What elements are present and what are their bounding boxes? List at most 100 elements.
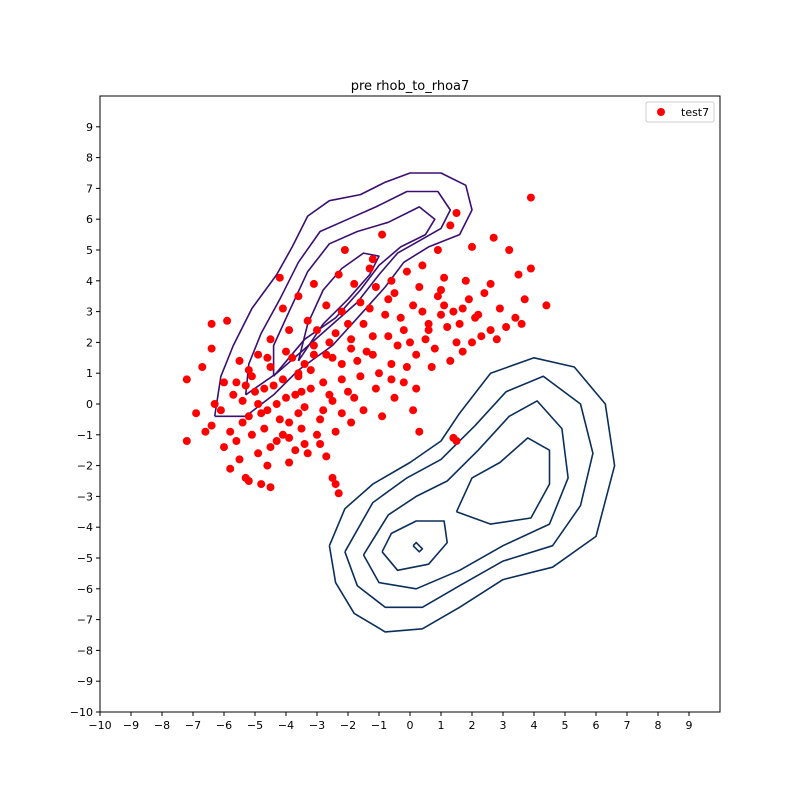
scatter-point <box>328 353 337 362</box>
x-tick-label: −2 <box>340 719 356 732</box>
contour-line-lower <box>328 357 616 633</box>
x-tick-label: 2 <box>469 719 476 732</box>
y-tick-label: 1 <box>86 367 93 380</box>
scatter-point <box>319 378 328 387</box>
scatter-point <box>344 387 352 396</box>
scatter-point <box>226 427 235 436</box>
contour-lines <box>213 172 616 633</box>
scatter-point <box>347 418 356 427</box>
scatter-point <box>300 440 309 448</box>
scatter-point <box>344 319 352 328</box>
scatter-point <box>278 375 287 384</box>
contour-line-lower <box>455 437 551 525</box>
x-tick-label: 0 <box>407 719 414 732</box>
scatter-point <box>371 384 380 393</box>
scatter-point <box>458 347 467 356</box>
scatter-point <box>520 295 529 304</box>
scatter-point <box>303 449 312 458</box>
scatter-point <box>446 221 455 230</box>
scatter-point <box>313 430 321 439</box>
x-tick-label: 8 <box>655 719 662 732</box>
scatter-point <box>337 409 346 418</box>
scatter-point <box>365 304 374 313</box>
scatter-point <box>254 449 263 458</box>
x-tick-label: 7 <box>624 719 631 732</box>
scatter-point <box>402 267 411 276</box>
x-tick-label: 6 <box>593 719 600 732</box>
scatter-point <box>492 335 501 344</box>
x-tick-label: −4 <box>278 719 294 732</box>
scatter-point <box>306 384 315 393</box>
scatter-point <box>309 350 318 359</box>
scatter-point <box>266 483 275 492</box>
scatter-point <box>328 473 337 482</box>
scatter-point <box>430 344 439 353</box>
scatter-point <box>437 286 445 294</box>
scatter-point <box>235 356 244 365</box>
scatter-point <box>316 440 325 448</box>
scatter-point <box>390 289 399 298</box>
scatter-point <box>207 344 216 353</box>
scatter-point <box>263 353 272 362</box>
scatter-point <box>359 406 368 415</box>
y-tick-label: 8 <box>86 152 93 165</box>
scatter-point <box>325 390 334 399</box>
scatter-point <box>229 390 238 399</box>
y-tick-label: 6 <box>86 213 93 226</box>
scatter-point <box>247 372 256 381</box>
scatter-point <box>254 400 263 408</box>
scatter-point <box>334 270 343 279</box>
x-tick-label: −3 <box>309 719 325 732</box>
scatter-point <box>294 292 303 301</box>
scatter-point <box>353 356 362 365</box>
scatter-point <box>396 313 405 322</box>
scatter-point <box>220 378 228 387</box>
scatter-point <box>378 412 387 421</box>
x-tick-label: −7 <box>185 719 201 732</box>
y-tick-label: 2 <box>86 336 93 349</box>
scatter-point <box>278 430 287 439</box>
y-tick-label: −10 <box>70 706 93 719</box>
scatter-point <box>446 356 455 365</box>
contour-line-lower <box>381 520 448 572</box>
scatter-point <box>288 353 297 362</box>
scatter-point <box>365 264 374 273</box>
scatter-point <box>440 301 449 310</box>
scatter-point <box>282 347 290 356</box>
scatter-point <box>452 437 461 445</box>
scatter-point <box>384 332 393 341</box>
scatter-point <box>409 406 418 415</box>
scatter-point <box>285 418 294 427</box>
scatter-point <box>409 301 418 310</box>
y-tick-label: −5 <box>77 552 93 565</box>
scatter-points <box>182 193 551 498</box>
scatter-point <box>207 319 216 328</box>
scatter-point <box>511 313 520 322</box>
scatter-point <box>337 360 346 368</box>
scatter-point <box>257 480 266 489</box>
scatter-point <box>387 276 396 285</box>
scatter-point <box>378 230 387 239</box>
scatter-point <box>406 338 414 347</box>
scatter-point <box>356 298 365 307</box>
legend-label-test7: test7 <box>681 106 709 119</box>
scatter-point <box>300 403 309 412</box>
scatter-point <box>260 424 269 433</box>
y-tick-label: 0 <box>86 398 93 411</box>
scatter-point <box>437 310 445 319</box>
scatter-point <box>412 384 421 393</box>
y-tick-label: 5 <box>86 244 93 257</box>
x-tick-label: −8 <box>154 719 170 732</box>
scatter-point <box>272 400 281 408</box>
scatter-point <box>337 375 346 384</box>
scatter-point <box>241 473 250 482</box>
scatter-point <box>266 363 275 371</box>
scatter-point <box>269 381 278 390</box>
scatter-point <box>399 326 408 335</box>
y-tick-label: 3 <box>86 306 93 319</box>
scatter-point <box>223 316 232 325</box>
scatter-point <box>526 193 535 202</box>
scatter-point <box>443 323 452 331</box>
scatter-point <box>322 452 331 461</box>
scatter-point <box>433 246 442 254</box>
